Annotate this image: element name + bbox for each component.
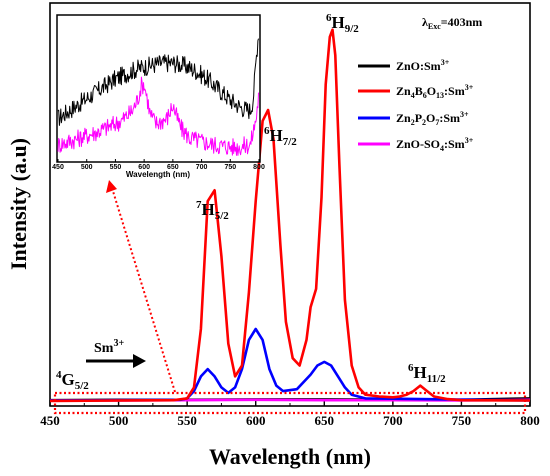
x-tick-label: 550: [177, 413, 197, 428]
x-tick-label: 750: [452, 413, 472, 428]
inset-x-tick-label: 550: [110, 164, 122, 171]
excitation-lambda: λ: [422, 15, 428, 29]
x-axis-title: Wavelength (nm): [209, 444, 371, 469]
x-tick-label: 650: [315, 413, 335, 428]
peak-label-6h72: 6H7/2: [264, 125, 297, 148]
x-tick-label: 800: [520, 413, 540, 428]
x-tick-label: 700: [383, 413, 403, 428]
excitation-label: λExc=403nm: [422, 15, 482, 31]
inset-series-line-1: [57, 76, 259, 156]
legend-label-zno-so4: ZnO-SO4:Sm3+: [396, 136, 474, 153]
legend-label-zn4b6o13: Zn4B6O13:Sm3+: [396, 83, 474, 100]
ion-arrow-head: [133, 354, 146, 368]
ion-label: Sm3+: [94, 338, 124, 356]
legend: ZnO:Sm3+ Zn4B6O13:Sm3+ Zn2P2O7:Sm3+ ZnO-…: [358, 58, 474, 153]
inset-x-axis-ticks: 450 500 550 600 650 700 750 800: [52, 159, 265, 171]
y-axis-title: Intensity (a.u): [6, 138, 31, 270]
inset-x-tick-label: 700: [196, 164, 208, 171]
excitation-value: =403nm: [441, 15, 483, 29]
peak-label-7h52: 7H5/2: [196, 199, 229, 222]
ground-state-label: 4G5/2: [56, 369, 89, 392]
inset-x-tick-label: 750: [224, 164, 236, 171]
peak-label-6h92: 6H9/2: [326, 12, 359, 35]
x-tick-label: 500: [109, 413, 129, 428]
inset-x-tick-label: 600: [138, 164, 150, 171]
excitation-sub: Exc: [428, 22, 441, 31]
series-layer: [49, 28, 531, 403]
inset-x-tick-label: 800: [253, 164, 265, 171]
baseline-highlight-box: [53, 391, 527, 415]
inset-chart: 450 500 550 600 650 700 750 800 Wavelength (nm): [52, 14, 265, 179]
series-line-2: [49, 327, 531, 402]
legend-label-zno: ZnO:Sm3+: [396, 58, 450, 73]
inset-x-tick-label: 450: [52, 164, 64, 171]
inset-series-layer: [57, 38, 259, 156]
inset-pointer-arrowhead: [106, 180, 117, 193]
inset-x-axis-title: Wavelength (nm): [126, 170, 190, 179]
series-line-1: [49, 28, 531, 403]
x-axis-ticks: 450 500 550 600 650 700 750 800: [40, 400, 540, 428]
x-tick-label: 600: [246, 413, 266, 428]
peak-label-6h112: 6H11/2: [408, 362, 446, 385]
inset-x-tick-label: 500: [81, 164, 93, 171]
x-tick-label: 450: [40, 413, 60, 428]
inset-frame: [56, 14, 261, 163]
legend-label-zn2p2o7: Zn2P2O7:Sm3+: [396, 110, 469, 127]
inset-x-tick-label: 650: [167, 164, 179, 171]
inset-series-line-0: [57, 38, 259, 126]
